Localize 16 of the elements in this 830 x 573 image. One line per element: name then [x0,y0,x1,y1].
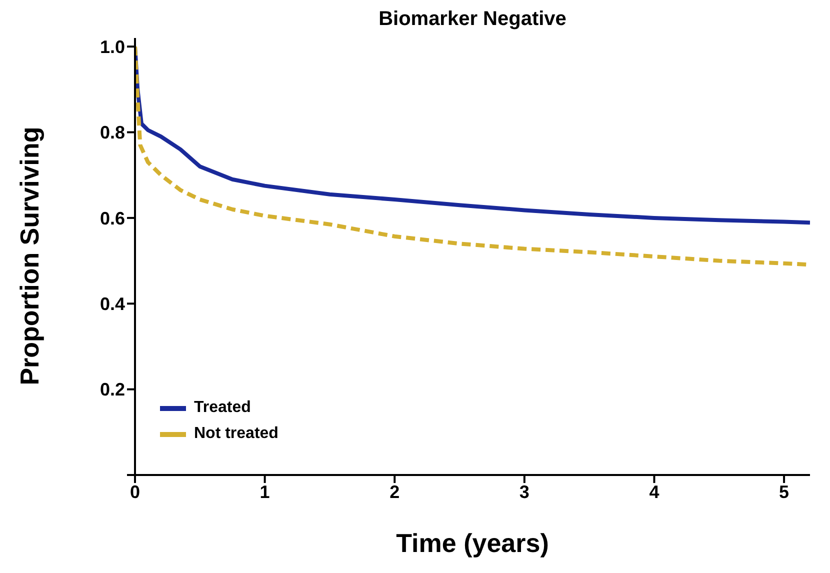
x-tick-label: 3 [519,482,530,502]
y-tick-label: 0.6 [100,208,125,228]
x-tick-label: 1 [260,482,270,502]
y-axis-title: Proportion Surviving [14,126,46,386]
x-tick-label: 5 [779,482,790,502]
x-tick-label: 0 [130,482,140,502]
legend-label: Treated [194,399,251,417]
x-axis-title: Time (years) [395,528,550,559]
x-tick-label: 2 [390,482,400,502]
text: 1.0 [100,36,125,57]
y-tick-label: 0.4 [100,294,125,314]
chart-title: Biomarker Negative [378,8,568,31]
legend-label: Not treated [194,425,278,443]
y-tick-label: 0.8 [100,122,125,143]
y-tick-label: 0.2 [100,380,125,400]
x-tick-label: 4 [649,482,660,502]
